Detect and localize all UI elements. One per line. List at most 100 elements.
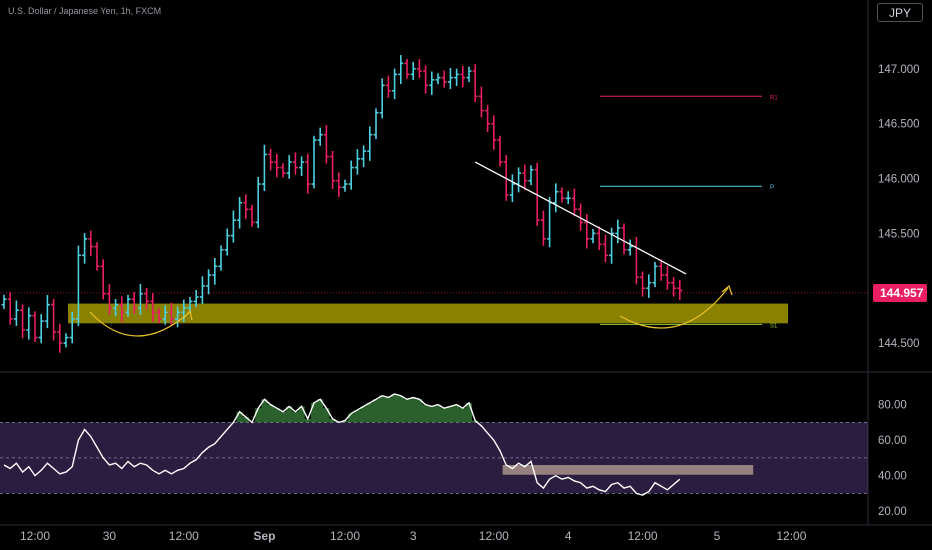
last-price-label: 144.957 bbox=[880, 286, 924, 300]
candle bbox=[336, 172, 342, 197]
candle bbox=[330, 150, 336, 190]
candle bbox=[609, 227, 615, 264]
candle bbox=[261, 144, 267, 192]
curve-arrow-left bbox=[89, 311, 191, 337]
arrow-head-right bbox=[721, 284, 733, 296]
candle bbox=[206, 269, 212, 295]
candle bbox=[547, 196, 553, 248]
candle bbox=[540, 210, 546, 246]
candle bbox=[162, 305, 168, 325]
candle bbox=[199, 276, 205, 305]
candle bbox=[119, 296, 125, 323]
rsi-overbought-fill bbox=[236, 393, 479, 423]
rsi-tick-label: 20.00 bbox=[878, 506, 907, 518]
candle bbox=[82, 233, 88, 264]
candle bbox=[640, 271, 646, 297]
price-tick-label: 146.500 bbox=[878, 119, 920, 131]
candle bbox=[553, 183, 559, 213]
candle bbox=[596, 226, 602, 251]
candle bbox=[404, 59, 410, 79]
time-tick-label: 12:00 bbox=[330, 529, 360, 543]
candle bbox=[615, 219, 621, 244]
candle bbox=[584, 214, 590, 249]
candle bbox=[342, 179, 348, 192]
trendline bbox=[474, 161, 687, 275]
candle bbox=[181, 299, 187, 323]
time-tick-label: 12:00 bbox=[479, 529, 509, 543]
candle bbox=[113, 298, 119, 317]
candle bbox=[348, 160, 354, 190]
candle bbox=[168, 302, 174, 326]
price-tick-label: 144.500 bbox=[878, 338, 920, 350]
candle bbox=[38, 314, 44, 344]
candle bbox=[7, 292, 13, 325]
pivot-label: R1 bbox=[770, 95, 778, 101]
candle bbox=[144, 288, 150, 310]
candle bbox=[69, 311, 75, 344]
candle bbox=[323, 125, 329, 164]
candle bbox=[398, 55, 404, 85]
candle bbox=[472, 64, 478, 102]
candle bbox=[243, 194, 249, 219]
last-price-badge bbox=[873, 283, 927, 302]
candle bbox=[88, 230, 94, 257]
candle bbox=[75, 245, 81, 326]
candle bbox=[230, 210, 236, 243]
candle bbox=[286, 155, 292, 179]
candle bbox=[602, 234, 608, 263]
support-zone bbox=[68, 303, 788, 324]
candle bbox=[63, 333, 69, 348]
candle bbox=[516, 167, 522, 193]
candle bbox=[150, 293, 156, 323]
candle bbox=[571, 188, 577, 217]
candle bbox=[94, 242, 100, 271]
rsi-tick-label: 40.00 bbox=[878, 471, 907, 483]
candle bbox=[671, 277, 677, 297]
symbol-title: U.S. Dollar / Japanese Yen, 1h, FXCM bbox=[8, 6, 162, 16]
candle bbox=[423, 65, 429, 94]
candle bbox=[187, 297, 193, 313]
pivot-label: S1 bbox=[770, 323, 778, 329]
date-tick-label: Sep bbox=[253, 529, 275, 543]
candle bbox=[379, 78, 385, 119]
candle bbox=[137, 284, 143, 315]
candle bbox=[478, 86, 484, 118]
candle bbox=[218, 245, 224, 271]
candle bbox=[175, 306, 181, 328]
candle bbox=[268, 148, 274, 171]
time-tick-label: 12:00 bbox=[776, 529, 806, 543]
candle bbox=[156, 307, 162, 324]
candle bbox=[466, 66, 472, 83]
candle bbox=[237, 196, 243, 229]
candle bbox=[658, 259, 664, 281]
candle bbox=[13, 300, 19, 326]
candle bbox=[299, 156, 305, 176]
date-tick-label: 5 bbox=[714, 529, 721, 543]
candle bbox=[441, 70, 447, 88]
price-tick-label: 146.000 bbox=[878, 174, 920, 186]
date-tick-label: 3 bbox=[410, 529, 417, 543]
candle bbox=[131, 292, 137, 314]
price-tick-label: 147.000 bbox=[878, 64, 920, 76]
candle bbox=[361, 145, 367, 168]
candle bbox=[528, 165, 534, 186]
candle bbox=[559, 187, 565, 203]
candle bbox=[460, 66, 466, 88]
pivot-label: P bbox=[770, 185, 774, 191]
currency-button[interactable]: JPY bbox=[877, 3, 923, 22]
candle bbox=[292, 152, 298, 175]
candle bbox=[255, 177, 261, 229]
date-tick-label: 30 bbox=[103, 529, 117, 543]
candle bbox=[454, 68, 460, 86]
candle bbox=[497, 135, 503, 167]
candle bbox=[621, 223, 627, 255]
candle bbox=[317, 127, 323, 146]
candle bbox=[125, 294, 131, 317]
candle bbox=[373, 108, 379, 140]
candle bbox=[367, 126, 373, 161]
candle bbox=[44, 295, 50, 329]
time-tick-label: 12:00 bbox=[20, 529, 50, 543]
candle bbox=[509, 174, 515, 203]
candle bbox=[491, 115, 497, 150]
